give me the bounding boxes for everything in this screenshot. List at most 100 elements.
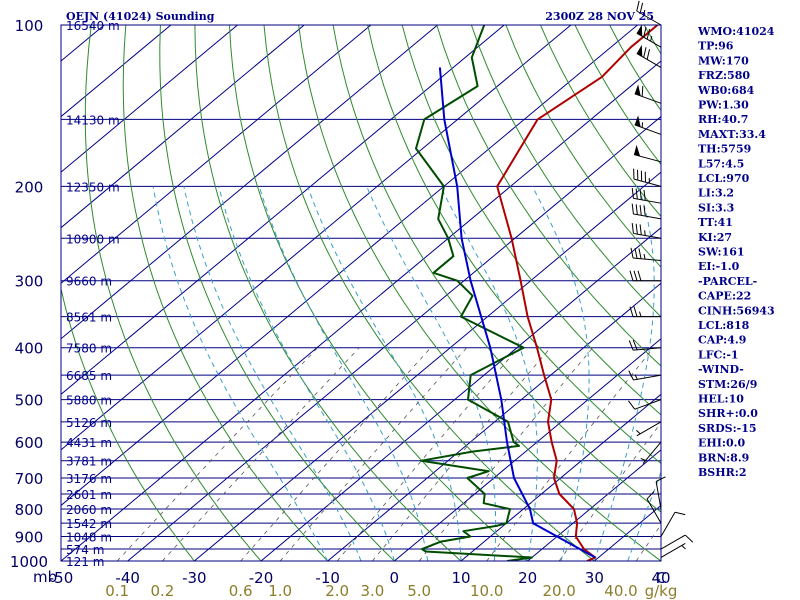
dry-adiabat-line	[298, 25, 661, 561]
wind-barb-half-feather	[639, 311, 642, 317]
wind-barb-feather	[628, 370, 634, 381]
background-grid	[61, 25, 661, 561]
wind-barb	[636, 421, 662, 437]
index-entry: EHI:0.0	[698, 437, 745, 450]
height-label: 3176 m	[66, 472, 112, 486]
wind-barb	[634, 84, 662, 104]
mixing-ratio-line	[336, 347, 519, 561]
wind-barb-feather	[674, 511, 686, 516]
index-entry: -WIND-	[698, 363, 744, 376]
wind-barb-feather	[631, 223, 634, 234]
temperature-profile-line	[496, 25, 659, 561]
index-entry: STM:26/9	[698, 378, 757, 391]
wind-barb	[655, 476, 666, 510]
wind-barb-half-feather	[636, 429, 641, 435]
isotherm-line	[460, 393, 661, 561]
height-label: 9660 m	[66, 275, 112, 289]
isotherm-line	[61, 25, 305, 229]
wind-barb-feather	[633, 270, 638, 281]
temperature-tick-label: -20	[249, 569, 274, 587]
index-entry: LI:3.2	[698, 187, 734, 200]
wind-barb-staff	[633, 257, 662, 261]
mixing-ratio-line	[418, 347, 594, 561]
plot-frame	[60, 24, 662, 562]
dry-adiabat-line	[367, 25, 661, 465]
mixing-ratio-label: 40.0	[604, 582, 637, 600]
index-entry: BRN:8.9	[698, 451, 749, 464]
wind-barb-feather	[639, 204, 642, 216]
height-label: 14130 m	[66, 113, 120, 127]
isotherm-line	[61, 25, 238, 173]
wind-barb-feather	[635, 223, 638, 235]
pressure-tick-label: 800	[15, 501, 44, 519]
pressure-tick-label: 300	[15, 273, 44, 291]
mixing-ratio-axis: 0.1 0.2 0.6 1.0 2.0 3.0 5.0 10.0 20.0 40.0 g/kg	[105, 582, 677, 600]
isotherm-line	[260, 227, 661, 561]
mixing-ratio-line	[162, 347, 360, 561]
dry-adiabat-line	[332, 25, 661, 513]
wind-barb-feather	[646, 490, 655, 500]
wind-barb-staff	[633, 232, 662, 239]
wind-barb-staff	[633, 374, 662, 381]
moist-adiabat-line	[218, 186, 395, 561]
wind-barb-pennant	[634, 84, 641, 96]
mixing-ratio-label: 2.0	[325, 582, 349, 600]
wind-barb-feather	[639, 189, 642, 200]
pressure-tick-label: 400	[15, 340, 44, 358]
wind-barb-feather	[655, 476, 666, 482]
wind-barb-half-feather	[644, 230, 646, 236]
parcel-profile-line	[438, 67, 596, 559]
wind-barb-pennant	[634, 115, 641, 128]
wind-barbs	[628, 0, 694, 558]
dry-adiabat-line	[229, 25, 529, 561]
index-entry: WB0:684	[697, 84, 755, 97]
wind-barb-staff	[636, 421, 662, 437]
height-label: 3781 m	[66, 455, 112, 469]
wind-barb-feather	[628, 340, 634, 351]
height-label: 16540 m	[66, 19, 120, 33]
mixing-ratio-label: 0.6	[229, 582, 253, 600]
index-entry: LCL:970	[698, 172, 750, 185]
wind-barb-feather	[629, 306, 634, 317]
wind-barb	[636, 0, 662, 26]
wind-barb-staff	[633, 197, 662, 204]
index-entry: CINH:56943	[698, 304, 775, 317]
wind-barb-half-feather	[643, 9, 646, 16]
index-entry: L57:4.5	[698, 157, 744, 170]
moist-adiabat-line	[439, 186, 538, 561]
wind-barb-staff	[633, 154, 662, 163]
mixing-ratio-label: 0.1	[105, 582, 129, 600]
index-entry: WMO:41024	[697, 25, 775, 38]
height-label: 121 m	[66, 555, 104, 569]
wind-barb-feather	[641, 86, 644, 97]
wind-barb	[660, 511, 686, 537]
wind-barb-feather	[633, 306, 638, 317]
isotherm-line	[61, 25, 372, 284]
pressure-tick-label: 900	[15, 528, 44, 546]
wind-barb	[628, 370, 662, 381]
isotherm-line	[194, 171, 661, 561]
pressure-axis: 100 200 300 400 500 600 700 800 900 1000	[10, 17, 48, 571]
wind-barb	[633, 168, 662, 187]
wind-barb	[646, 490, 662, 524]
chart-timestamp: 2300Z 28 NOV 25	[545, 10, 654, 23]
y-axis-unit: mb	[33, 568, 57, 586]
mixing-ratio-line	[279, 347, 468, 561]
dry-adiabat-line	[436, 25, 661, 367]
wind-barb	[629, 306, 661, 318]
wind-barb-pennant	[633, 144, 641, 157]
dry-adiabat-line	[401, 25, 661, 416]
temperature-tick-label: 0	[390, 569, 400, 587]
temperature-tick-label: 30	[585, 569, 604, 587]
isotherm-line	[394, 338, 661, 561]
wind-barb-feather	[632, 339, 638, 350]
wind-barb-half-feather	[681, 545, 686, 550]
pressure-tick-label: 600	[15, 434, 44, 452]
temperature-tick-label: -30	[182, 569, 207, 587]
wind-barb-feather	[628, 400, 636, 410]
index-entry: CAPE:22	[698, 290, 751, 303]
isotherm-line	[61, 25, 438, 340]
wind-barb-feather	[629, 270, 634, 281]
